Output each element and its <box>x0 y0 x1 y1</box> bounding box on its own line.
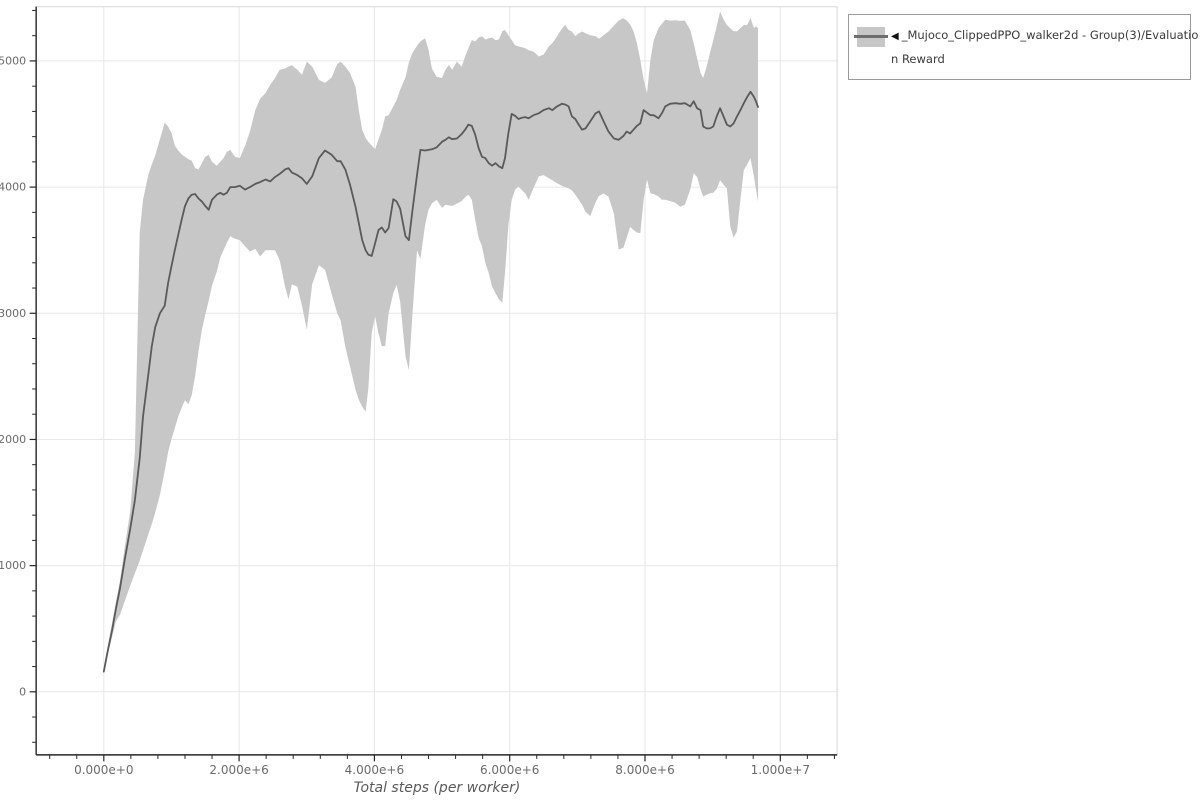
legend-band-swatch <box>854 27 888 47</box>
x-tick-label: 0.000e+0 <box>74 763 133 777</box>
std-band-area <box>103 11 759 674</box>
x-axis-title: Total steps (per worker) <box>353 780 521 796</box>
legend-label-line1: _Mujoco_ClippedPPO_walker2d - Group(3)/E… <box>901 28 1199 42</box>
collapse-triangle-icon: ◀ <box>891 31 899 42</box>
x-tick-label: 1.000e+7 <box>751 763 810 777</box>
mean-reward-line <box>102 90 759 673</box>
y-tick-label: 1000 <box>0 559 26 572</box>
x-tick-label: 8.000e+6 <box>615 763 674 777</box>
y-tick-label: 3000 <box>0 307 26 320</box>
x-tick-label: 2.000e+6 <box>209 763 268 777</box>
x-tick-label: 4.000e+6 <box>345 763 404 777</box>
y-tick-label: 0 <box>19 685 26 698</box>
y-tick-label: 2000 <box>0 433 26 446</box>
x-tick-label: 6.000e+6 <box>480 763 539 777</box>
legend-label-line2: n Reward <box>891 52 945 66</box>
legend[interactable]: ◀ _Mujoco_ClippedPPO_walker2d - Group(3)/… <box>848 14 1198 80</box>
y-tick-label: 4000 <box>0 181 26 194</box>
legend-item-label[interactable]: ◀ _Mujoco_ClippedPPO_walker2d - Group(3)/… <box>891 24 1198 71</box>
y-tick-label: 5000 <box>0 54 26 67</box>
legend-line-swatch <box>854 35 888 38</box>
